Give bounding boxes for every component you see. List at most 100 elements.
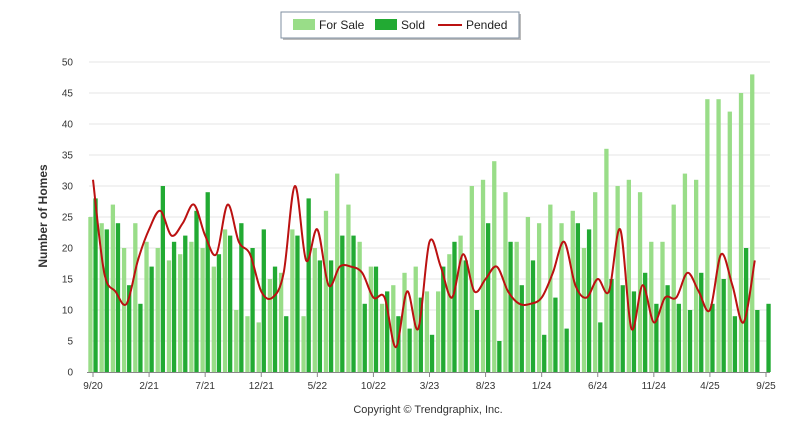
bar-for-sale bbox=[536, 223, 542, 372]
bar-for-sale bbox=[503, 192, 508, 372]
legend-box bbox=[280, 11, 520, 39]
x-tick-label: 11/24 bbox=[642, 381, 667, 392]
bar-for-sale bbox=[189, 241, 194, 372]
bar-for-sale bbox=[604, 148, 609, 372]
bar-for-sale bbox=[469, 186, 474, 372]
legend-label-for-sale: For Sale bbox=[319, 18, 365, 32]
bar-sold bbox=[228, 235, 233, 372]
bar-sold bbox=[149, 266, 154, 372]
bar-sold bbox=[519, 285, 524, 372]
pended-series bbox=[92, 179, 756, 349]
bar-sold bbox=[385, 291, 390, 372]
bar-sold bbox=[250, 248, 255, 372]
bar-sold bbox=[328, 260, 334, 372]
bar-sold bbox=[766, 303, 771, 372]
bar-sold bbox=[216, 254, 222, 372]
bar-for-sale bbox=[323, 210, 329, 372]
y-tick-label: 50 bbox=[62, 58, 74, 69]
bar-for-sale bbox=[705, 99, 710, 372]
bar-sold bbox=[272, 266, 278, 372]
x-tick-label: 9/25 bbox=[756, 381, 776, 392]
bar-for-sale bbox=[166, 260, 172, 372]
bar-sold bbox=[160, 186, 165, 372]
bar-sold bbox=[598, 322, 603, 372]
bar-for-sale bbox=[200, 248, 205, 372]
y-tick-label: 30 bbox=[62, 182, 74, 193]
x-tick-label: 6/24 bbox=[588, 381, 608, 392]
bar-sold bbox=[687, 310, 693, 372]
bar-for-sale bbox=[178, 254, 183, 372]
bar-sold bbox=[205, 192, 210, 372]
bar-sold bbox=[463, 260, 468, 372]
bar-sold bbox=[340, 235, 345, 372]
bar-for-sale bbox=[649, 241, 654, 372]
bar-sold bbox=[699, 272, 704, 372]
bar-for-sale bbox=[436, 291, 441, 372]
bar-sold bbox=[654, 303, 659, 372]
x-tick-label: 3/23 bbox=[420, 381, 440, 392]
bar-for-sale bbox=[391, 285, 396, 372]
bar-sold bbox=[317, 260, 323, 372]
bar-for-sale bbox=[379, 303, 385, 372]
bar-sold bbox=[373, 266, 379, 372]
bar-for-sale bbox=[626, 179, 631, 372]
bar-sold bbox=[407, 328, 412, 372]
bar-for-sale bbox=[525, 217, 531, 372]
bar-sold bbox=[732, 316, 738, 372]
bar-for-sale bbox=[99, 223, 104, 372]
bar-sold bbox=[710, 303, 715, 372]
y-tick-label: 25 bbox=[62, 213, 74, 224]
bar-for-sale bbox=[121, 248, 127, 372]
bar-sold bbox=[553, 297, 558, 372]
bar-sold bbox=[530, 260, 536, 372]
bar-sold bbox=[631, 291, 637, 372]
x-tick-label: 1/24 bbox=[532, 381, 552, 392]
bar-sold bbox=[183, 235, 188, 372]
bar-for-sale bbox=[245, 316, 250, 372]
bar-for-sale bbox=[267, 279, 273, 372]
bar-sold bbox=[194, 210, 199, 372]
bar-sold bbox=[474, 310, 480, 372]
bar-for-sale bbox=[548, 204, 553, 372]
bar-for-sale bbox=[312, 248, 317, 372]
bar-for-sale bbox=[211, 266, 216, 372]
bar-for-sale bbox=[716, 99, 721, 372]
x-tick-label: 10/22 bbox=[361, 381, 386, 392]
bar-for-sale bbox=[278, 272, 284, 372]
bar-for-sale bbox=[234, 310, 239, 372]
bar-for-sale bbox=[424, 291, 430, 372]
bar-for-sale bbox=[222, 229, 228, 372]
bar-for-sale bbox=[458, 235, 463, 372]
bar-sold bbox=[721, 279, 726, 372]
legend-swatch-sold bbox=[375, 19, 397, 30]
bar-sold bbox=[239, 223, 244, 372]
bar-for-sale bbox=[368, 266, 374, 372]
bar-for-sale bbox=[660, 241, 665, 372]
legend-swatch-for-sale bbox=[293, 19, 315, 30]
bar-sold bbox=[485, 223, 491, 372]
y-tick-label: 5 bbox=[67, 337, 73, 348]
bar-for-sale bbox=[402, 272, 407, 372]
bar-for-sale bbox=[480, 179, 486, 372]
bar-for-sale bbox=[727, 111, 732, 372]
bar-sold bbox=[508, 241, 513, 372]
bar-for-sale bbox=[559, 223, 564, 372]
x-axis-ticks: 9/20 2/21 7/21 12/21 5/22 10/22 3/23 8/23 1/24 6/… bbox=[83, 372, 776, 392]
x-tick-label: 7/21 bbox=[195, 381, 215, 392]
bar-for-sale bbox=[570, 210, 575, 372]
pended-line bbox=[92, 179, 756, 349]
legend-label-sold: Sold bbox=[401, 18, 425, 32]
bar-for-sale bbox=[514, 241, 519, 372]
bar-for-sale bbox=[694, 179, 699, 372]
bar-sold bbox=[351, 235, 356, 372]
legend-label-pended: Pended bbox=[466, 18, 507, 32]
y-tick-label: 20 bbox=[62, 244, 74, 255]
bar-sold bbox=[429, 334, 435, 372]
bar-for-sale bbox=[447, 254, 452, 372]
bar-for-sale bbox=[750, 74, 755, 373]
copyright-text: Copyright © Trendgraphix, Inc. bbox=[353, 404, 502, 416]
bar-sold bbox=[171, 241, 177, 372]
x-tick-label: 12/21 bbox=[249, 381, 274, 392]
bar-for-sale bbox=[301, 316, 306, 372]
bar-sold bbox=[497, 341, 502, 372]
